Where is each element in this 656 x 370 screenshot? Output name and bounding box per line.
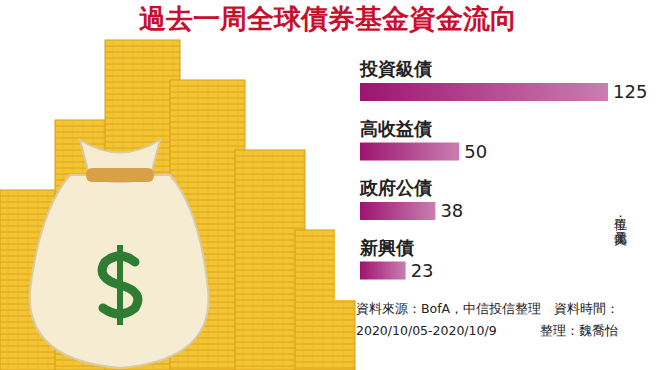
svg-text:125: 125 xyxy=(613,81,647,102)
svg-text:23: 23 xyxy=(411,260,434,281)
svg-text:50: 50 xyxy=(464,141,487,162)
html-text:過去一周全球債券基金資金流向: 過去一周全球債券基金資金流向 xyxy=(139,3,517,34)
html-text:資料來源：BofA，中信投信整理 資料時間：: 資料來源：BofA，中信投信整理 資料時間： xyxy=(356,301,620,316)
svg-text:政府公債: 政府公債 xyxy=(359,177,432,198)
html-text:2020/10/05-2020/10/9: 2020/10/05-2020/10/9 xyxy=(356,323,497,338)
html-text:單位：億美元: 單位：億美元 xyxy=(613,208,628,221)
html-text:整理：魏喬怡: 整理：魏喬怡 xyxy=(540,323,618,338)
svg-text:投資級債: 投資級債 xyxy=(359,58,432,79)
svg-text:高收益債: 高收益債 xyxy=(360,118,432,139)
svg-text:新興債: 新興債 xyxy=(359,237,414,258)
svg-text:38: 38 xyxy=(440,200,463,221)
